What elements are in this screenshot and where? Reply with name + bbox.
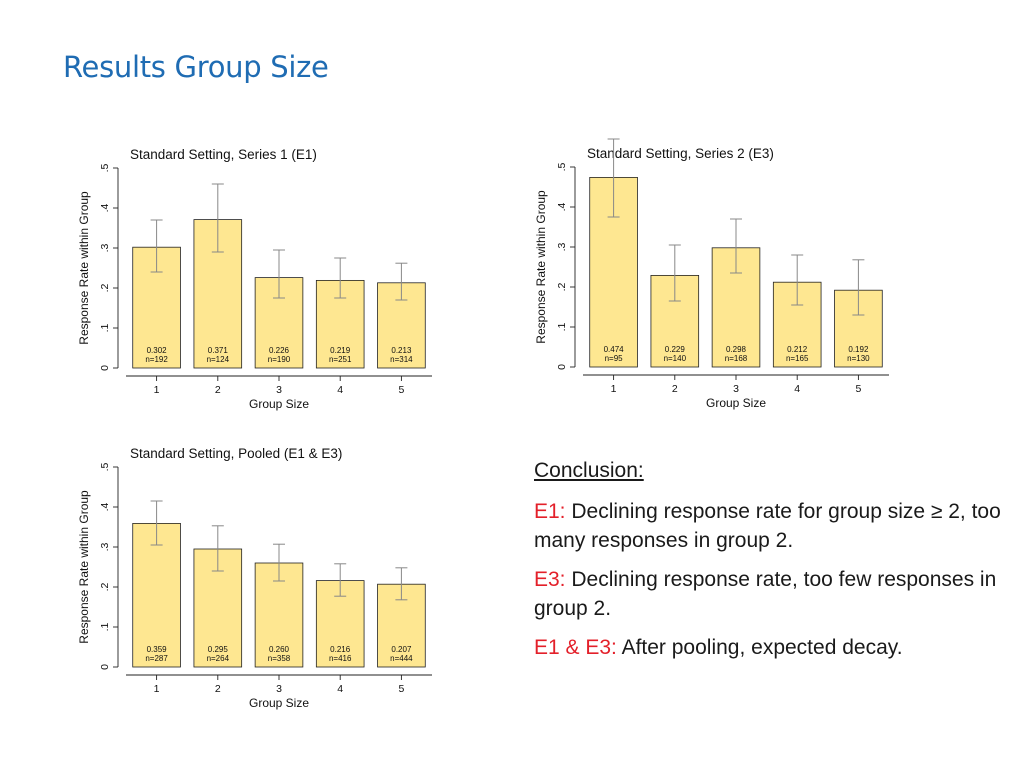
chart-0-value-label: 0.213 [391, 346, 412, 355]
conclusion-key: E1 & E3: [534, 636, 617, 659]
chart-1-x-tick-label: 3 [733, 383, 739, 395]
chart-0-title: Standard Setting, Series 1 (E1) [130, 147, 317, 162]
chart-0-y-tick-label: 0 [99, 365, 111, 371]
chart-2-y-axis-label: Response Rate within Group [77, 490, 91, 644]
chart-0-value-label: 0.371 [208, 346, 229, 355]
chart-2-x-tick-label: 1 [154, 683, 160, 695]
chart-2-x-tick-label: 4 [337, 683, 343, 695]
chart-2-value-label: 0.207 [391, 645, 412, 654]
chart-2-value-label: 0.295 [208, 645, 229, 654]
chart-0-x-tick-label: 2 [215, 384, 221, 396]
chart-1-x-tick-label: 4 [794, 383, 800, 395]
chart-2-n-label: n=444 [390, 654, 413, 663]
chart-2-x-tick-label: 3 [276, 683, 282, 695]
chart-0-n-label: n=314 [390, 355, 413, 364]
chart-0-x-tick-label: 4 [337, 384, 343, 396]
conclusion-item-e1: E1: Declining response rate for group si… [534, 497, 1004, 555]
chart-1-value-label: 0.298 [726, 345, 747, 354]
chart-0-n-label: n=190 [268, 355, 291, 364]
chart-1-x-tick-label: 5 [855, 383, 861, 395]
chart-0-x-axis-label: Group Size [249, 397, 309, 411]
conclusion-text: After pooling, expected decay. [616, 636, 903, 659]
chart-0-bar [315, 279, 365, 369]
chart-2-n-label: n=358 [268, 654, 291, 663]
chart-2-y-tick-label: .5 [99, 462, 111, 471]
conclusion-text: Declining response rate, too few respons… [534, 568, 997, 620]
chart-2-value-label: 0.359 [147, 645, 168, 654]
slide-title: Results Group Size [63, 50, 329, 84]
chart-1-n-label: n=130 [847, 354, 870, 363]
chart-1-value-label: 0.192 [848, 345, 869, 354]
chart-2-y-tick-label: .4 [99, 502, 111, 511]
chart-series-1: Standard Setting, Series 1 (E1) 0 .1 .2 .3 .4… [77, 147, 432, 411]
chart-2-y-tick-label: .1 [99, 622, 111, 631]
conclusion-heading: Conclusion: [534, 459, 644, 482]
chart-1-y-tick-label: .3 [556, 242, 568, 251]
chart-0-y-axis-label: Response Rate within Group [77, 191, 91, 345]
chart-0-bar [254, 277, 304, 369]
chart-pooled: Standard Setting, Pooled (E1 & E3) 0 .1 .2.… [77, 446, 432, 710]
chart-0-n-label: n=124 [207, 355, 230, 364]
chart-1-n-label: n=140 [664, 354, 687, 363]
chart-0-y-tick-label: .2 [99, 283, 111, 292]
chart-0-value-label: 0.226 [269, 346, 290, 355]
conclusion-item-e3: E3: Declining response rate, too few res… [534, 565, 1004, 623]
chart-0-value-label: 0.302 [147, 346, 168, 355]
conclusion-text: Declining response rate for group size ≥… [534, 500, 1001, 552]
chart-0-n-label: n=251 [329, 355, 352, 364]
chart-1-n-label: n=95 [605, 354, 624, 363]
chart-0-x-tick-label: 3 [276, 384, 282, 396]
conclusion-key: E3: [534, 568, 566, 591]
chart-2-title: Standard Setting, Pooled (E1 & E3) [130, 446, 342, 461]
chart-1-y-tick-label: .1 [556, 322, 568, 331]
chart-1-y-tick-label: .2 [556, 282, 568, 291]
chart-1-y-tick-label: .4 [556, 202, 568, 211]
chart-0-y-tick-label: .3 [99, 243, 111, 252]
conclusion-panel: Conclusion: E1: Declining response rate … [534, 456, 1004, 672]
chart-2-y-tick-label: 0 [99, 664, 111, 670]
chart-1-y-tick-label: 0 [556, 364, 568, 370]
chart-2-x-axis-label: Group Size [249, 696, 309, 710]
chart-1-title: Standard Setting, Series 2 (E3) [587, 146, 774, 161]
chart-2-n-label: n=264 [207, 654, 230, 663]
chart-2-value-label: 0.216 [330, 645, 351, 654]
chart-1-n-label: n=168 [725, 354, 748, 363]
chart-series-2: Standard Setting, Series 2 (E3) 0 .1 .2 .3 .4… [534, 138, 889, 410]
chart-0-x-tick-label: 5 [398, 384, 404, 396]
chart-2-x-tick-label: 2 [215, 683, 221, 695]
chart-1-n-label: n=165 [786, 354, 809, 363]
chart-1-x-tick-label: 2 [672, 383, 678, 395]
conclusion-item-pooled: E1 & E3: After pooling, expected decay. [534, 633, 1004, 662]
chart-0-n-label: n=192 [145, 355, 168, 364]
chart-2-n-label: n=416 [329, 654, 352, 663]
chart-0-y-tick-label: .5 [99, 163, 111, 172]
chart-0-y-tick-label: .4 [99, 203, 111, 212]
chart-2-y-tick-label: .2 [99, 582, 111, 591]
chart-0-value-label: 0.219 [330, 346, 351, 355]
chart-2-y-tick-label: .3 [99, 542, 111, 551]
chart-2-n-label: n=287 [145, 654, 168, 663]
chart-0-x-tick-label: 1 [154, 384, 160, 396]
chart-0-y-tick-label: .1 [99, 323, 111, 332]
chart-2-value-label: 0.260 [269, 645, 290, 654]
conclusion-key: E1: [534, 500, 566, 523]
chart-2-x-tick-label: 5 [398, 683, 404, 695]
chart-1-y-axis-label: Response Rate within Group [534, 190, 548, 344]
chart-1-value-label: 0.229 [665, 345, 686, 354]
chart-1-value-label: 0.474 [604, 345, 625, 354]
chart-1-x-tick-label: 1 [611, 383, 617, 395]
chart-1-y-tick-label: .5 [556, 162, 568, 171]
chart-1-value-label: 0.212 [787, 345, 808, 354]
chart-1-x-axis-label: Group Size [706, 396, 766, 410]
chart-2-bar [132, 523, 181, 668]
